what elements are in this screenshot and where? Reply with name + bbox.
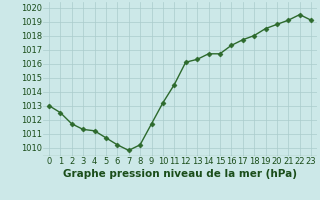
X-axis label: Graphe pression niveau de la mer (hPa): Graphe pression niveau de la mer (hPa) bbox=[63, 169, 297, 179]
